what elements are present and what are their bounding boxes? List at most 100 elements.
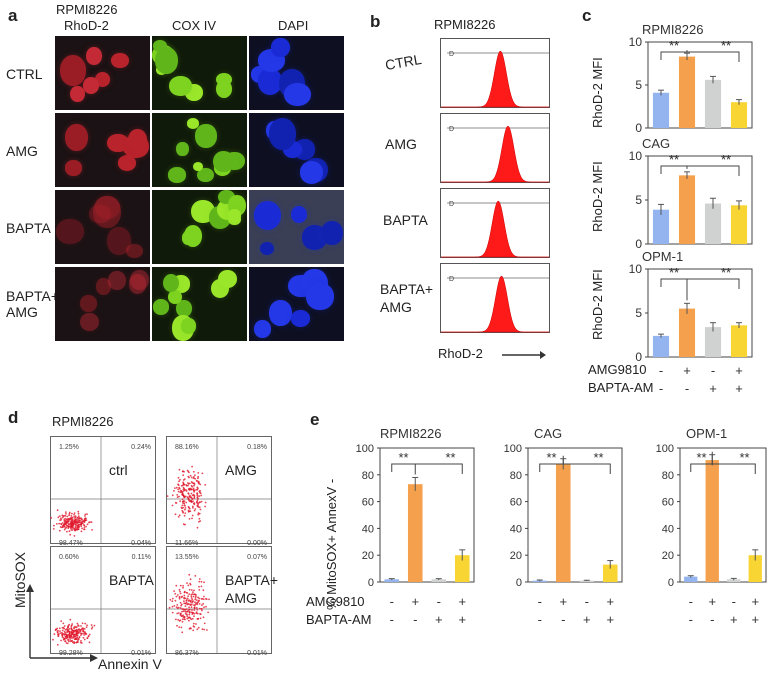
event-dot xyxy=(73,633,76,636)
sig-label: ** xyxy=(445,450,455,465)
event-dot xyxy=(192,591,194,593)
event-dot xyxy=(185,484,188,487)
cell-blob xyxy=(253,200,282,231)
event-dot xyxy=(76,525,79,528)
event-dot xyxy=(64,629,67,631)
event-dot xyxy=(62,622,65,625)
event-dot xyxy=(198,600,200,602)
event-dot xyxy=(69,639,71,641)
event-dot xyxy=(190,492,193,495)
event-dot xyxy=(193,509,196,512)
event-dot xyxy=(203,622,206,625)
cell-blob xyxy=(125,243,143,258)
event-dot xyxy=(63,633,66,636)
sig-label: ** xyxy=(669,38,679,53)
cell-blob xyxy=(128,128,148,151)
event-dot xyxy=(73,519,76,522)
event-dot xyxy=(63,525,66,528)
cell-blob xyxy=(59,54,87,86)
cell-blob xyxy=(299,161,324,185)
e-row-label-amg: AMG9810 xyxy=(306,594,365,609)
event-dot xyxy=(77,528,80,531)
y-tick-label: 80 xyxy=(362,470,374,482)
event-dot xyxy=(177,516,180,518)
row-label-bapta: BAPTA xyxy=(6,220,51,236)
event-dot xyxy=(53,633,56,635)
quadrant-pct: 88.16% xyxy=(175,444,199,451)
y-tick-label: 0 xyxy=(516,577,522,589)
chart-title: OPM-1 xyxy=(642,249,683,264)
event-dot xyxy=(77,510,80,513)
quadrant-pct: 0.60% xyxy=(59,554,79,561)
event-dot xyxy=(64,511,67,513)
event-dot xyxy=(201,608,203,610)
panel-b-label: b xyxy=(370,12,381,31)
bar-ctrl xyxy=(652,92,670,128)
event-dot xyxy=(188,611,191,614)
cell-blob xyxy=(65,124,89,152)
dot-plot-1: 88.16% 0.18% 11.66% 0.00% AMG xyxy=(166,436,272,547)
event-dot xyxy=(192,477,195,480)
y-tick-label: 10 xyxy=(629,35,643,49)
histogram-peak xyxy=(441,275,549,333)
event-dot xyxy=(65,526,68,529)
event-dot xyxy=(181,484,184,487)
sig-label: ** xyxy=(546,450,556,465)
cell-blob xyxy=(107,226,132,255)
event-dot xyxy=(204,505,206,508)
event-dot xyxy=(187,584,190,587)
bar-bapta-amg xyxy=(748,555,762,582)
y-tick-label: 100 xyxy=(356,443,374,455)
event-dot xyxy=(203,606,205,609)
sig-label: ** xyxy=(398,450,408,465)
event-dot xyxy=(173,590,175,592)
y-tick-label: 5 xyxy=(635,306,642,320)
event-dot xyxy=(181,618,184,621)
event-dot xyxy=(60,620,63,623)
cell-blob xyxy=(93,196,121,228)
event-dot xyxy=(71,526,73,529)
event-dot xyxy=(77,624,79,627)
event-dot xyxy=(198,520,200,523)
event-dot xyxy=(60,639,62,642)
y-tick-label: 40 xyxy=(510,523,522,535)
event-dot xyxy=(69,640,72,643)
cell-blob xyxy=(254,320,272,339)
event-dot xyxy=(199,520,202,522)
event-dot xyxy=(67,624,70,627)
event-dot xyxy=(73,638,76,641)
dot-plot-0: 1.25% 0.24% 98.47% 0.04% ctrl xyxy=(50,436,156,547)
event-dot xyxy=(76,634,78,637)
event-dot xyxy=(174,592,177,595)
cell-blob xyxy=(270,38,290,58)
cell-blob xyxy=(228,209,241,222)
event-dot xyxy=(187,493,190,495)
y-tick-label: 100 xyxy=(656,443,674,455)
event-dot xyxy=(83,634,85,636)
event-dot xyxy=(198,607,201,610)
event-dot xyxy=(50,517,53,519)
panel-a-label: a xyxy=(8,6,18,25)
event-dot xyxy=(71,512,73,515)
event-dot xyxy=(62,626,65,629)
histogram-peak xyxy=(441,200,549,258)
event-dot xyxy=(79,521,81,524)
plot-frame xyxy=(379,447,475,583)
event-dot xyxy=(182,510,184,513)
event-dot xyxy=(68,511,71,514)
event-dot xyxy=(193,503,196,506)
treatment-mark: + xyxy=(583,612,591,627)
event-dot xyxy=(185,610,188,613)
sig-label: ** xyxy=(669,265,679,280)
event-dot xyxy=(198,580,201,583)
event-dot xyxy=(203,628,205,631)
event-dot xyxy=(184,605,187,607)
chart-title: CAG xyxy=(642,136,670,151)
event-dot xyxy=(194,604,196,607)
event-dot xyxy=(191,494,194,497)
flow-label-bapta: BAPTA xyxy=(383,212,428,228)
cell-blob xyxy=(268,118,297,151)
event-dot xyxy=(179,607,182,609)
event-dot xyxy=(70,529,73,531)
